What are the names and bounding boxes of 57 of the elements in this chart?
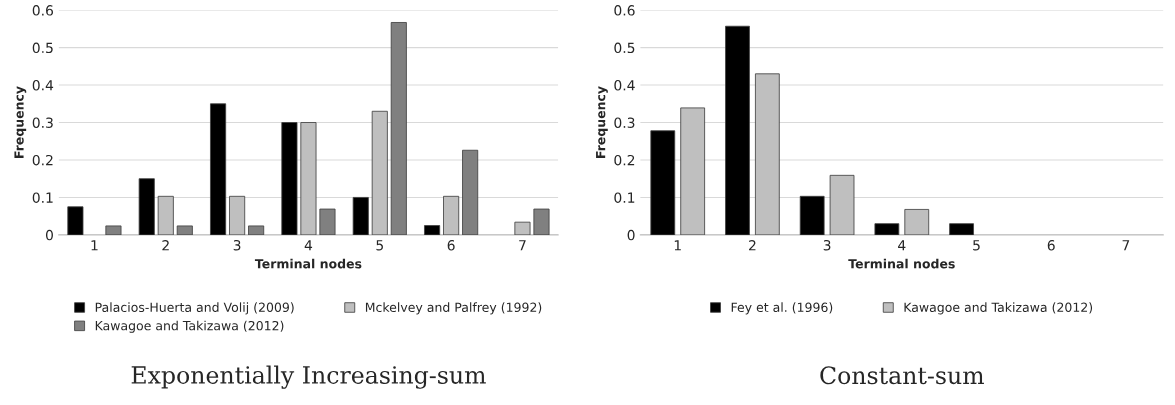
bar [725,25,750,235]
y-axis-title: Frequency [14,86,27,158]
y-tick-label: 0.5 [614,42,635,54]
bar [949,223,974,235]
y-tick-label: 0 [45,229,53,241]
x-tick-label: 6 [447,240,455,251]
bar [799,195,825,235]
bar [176,225,193,235]
y-axis-title: Frequency [596,86,608,158]
y-tick-label: 0.5 [32,42,53,54]
y-tick-label: 0.3 [614,117,635,128]
text: Exponentially Increasing-sum [131,365,486,389]
bar [138,178,155,235]
y-tick-label: 0.1 [32,192,53,203]
x-tick-label: 4 [304,240,313,251]
bar [462,149,479,235]
y-tick-label: 0.6 [32,5,54,16]
bar [248,225,265,235]
legend-label: Kawagoe and Takizawa (2012) [95,320,284,333]
x-tick-label: 1 [91,240,98,251]
x-tick-label: 7 [1122,240,1130,251]
x-tick-label: 6 [1047,240,1055,251]
x-tick-label: 2 [162,240,169,251]
legend-label: Kawagoe and Takizawa (2012) [904,302,1093,315]
bar [650,130,676,235]
x-tick-label: 3 [233,240,241,251]
text: Constant-sum [820,366,984,385]
x-tick-label: 5 [973,240,980,251]
x-tick-label: 2 [749,240,756,251]
x-axis-title: Terminal nodes [848,258,955,269]
y-tick-label: 0.3 [32,117,53,128]
legend-label: Palacios-Huerta and Volij (2009) [95,302,294,315]
y-tick-label: 0.4 [614,80,635,91]
bar [352,197,369,235]
x-tick-label: 5 [376,240,383,251]
bar [533,208,550,235]
y-tick-label: 0.1 [614,192,635,203]
x-tick-label: 3 [823,240,831,251]
x-tick-label: 7 [519,240,526,251]
bar [281,122,298,235]
bar [390,22,407,235]
bar [210,103,227,235]
bar [319,208,336,235]
x-tick-label: 1 [674,240,681,251]
y-tick-label: 0.6 [614,5,635,16]
y-tick-label: 0.2 [32,154,53,166]
x-tick-label: 4 [898,240,906,251]
legend-label: Mckelvey and Palfrey (1992) [365,302,542,315]
bar [874,223,900,235]
x-axis-title: Terminal nodes [254,258,362,269]
y-tick-label: 0.4 [32,80,54,91]
bar [424,225,441,235]
bar [67,206,84,235]
bar [105,225,122,235]
y-tick-label: 0.2 [614,154,635,166]
legend-label: Fey et al. (1996) [731,302,833,315]
y-tick-label: 0 [627,229,635,241]
